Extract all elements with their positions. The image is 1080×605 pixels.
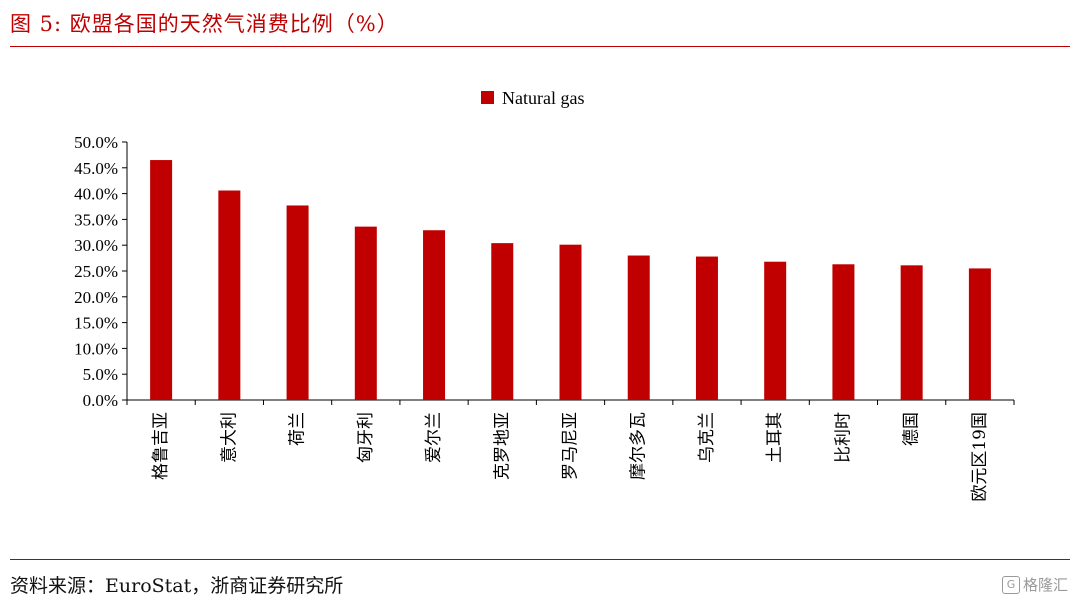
category-label: 摩尔多瓦 bbox=[629, 412, 649, 480]
category-label: 爱尔兰 bbox=[424, 412, 444, 463]
y-tick-label: 50.0% bbox=[74, 133, 118, 152]
y-axis-tick-labels: 0.0% 5.0% 10.0% 15.0% 20.0% 25.0% 30.0% 35.0% 40… bbox=[74, 133, 118, 410]
category-label: 欧元区19国 bbox=[970, 412, 990, 502]
top-divider bbox=[10, 46, 1070, 47]
category-label: 克罗地亚 bbox=[492, 412, 512, 480]
bar-3 bbox=[286, 205, 309, 400]
watermark-logo-icon: G bbox=[1001, 575, 1020, 594]
bar-12 bbox=[900, 265, 923, 400]
y-tick-label: 15.0% bbox=[74, 314, 118, 333]
y-tick-label: 5.0% bbox=[83, 365, 118, 384]
category-label: 比利时 bbox=[833, 412, 853, 463]
bar-9 bbox=[695, 256, 718, 400]
watermark: G 格隆汇 bbox=[1001, 574, 1068, 595]
category-label: 格鲁吉亚 bbox=[151, 412, 171, 480]
bar-11 bbox=[832, 264, 855, 400]
y-tick-label: 30.0% bbox=[74, 236, 118, 255]
bar-10 bbox=[764, 261, 787, 400]
watermark-text: 格隆汇 bbox=[1022, 576, 1068, 594]
category-label: 荷兰 bbox=[288, 412, 308, 446]
category-label: 德国 bbox=[902, 412, 922, 446]
bottom-divider bbox=[10, 559, 1070, 560]
bar-chart: Natural gas 0.0% 5.0% 10.0% 15.0% 20.0% 25.0%… bbox=[74, 88, 1015, 502]
y-tick-label: 25.0% bbox=[74, 262, 118, 281]
bar-1 bbox=[150, 160, 173, 400]
bar-5 bbox=[423, 230, 446, 400]
y-tick-label: 40.0% bbox=[74, 185, 118, 204]
source-note: 资料来源：EuroStat，浙商证券研究所 bbox=[10, 575, 344, 597]
legend-swatch bbox=[481, 91, 494, 104]
y-tick-label: 0.0% bbox=[83, 391, 118, 410]
category-label: 罗马尼亚 bbox=[561, 412, 581, 480]
bar-13 bbox=[968, 268, 991, 400]
y-tick-label: 10.0% bbox=[74, 339, 118, 358]
figure-title: 图 5: 欧盟各国的天然气消费比例（%） bbox=[10, 12, 399, 36]
y-tick-label: 20.0% bbox=[74, 288, 118, 307]
category-label: 匈牙利 bbox=[356, 412, 376, 463]
bar-7 bbox=[559, 244, 582, 400]
x-axis-tick-labels: 格鲁吉亚 意大利 荷兰 匈牙利 爱尔兰 克罗地亚 罗马尼亚 摩尔多瓦 乌克兰 土耳其 比利时 德国 欧元… bbox=[151, 412, 990, 502]
y-tick-label: 45.0% bbox=[74, 159, 118, 178]
bar-4 bbox=[354, 226, 377, 400]
legend-label: Natural gas bbox=[502, 88, 584, 108]
y-tick-label: 35.0% bbox=[74, 210, 118, 229]
chart-legend: Natural gas bbox=[481, 88, 584, 108]
bar-6 bbox=[491, 243, 514, 400]
category-label: 意大利 bbox=[219, 412, 239, 463]
category-label: 乌克兰 bbox=[697, 412, 717, 463]
chart-bars bbox=[150, 160, 991, 400]
bar-8 bbox=[627, 255, 650, 400]
category-label: 土耳其 bbox=[765, 412, 785, 463]
bar-2 bbox=[218, 190, 241, 400]
